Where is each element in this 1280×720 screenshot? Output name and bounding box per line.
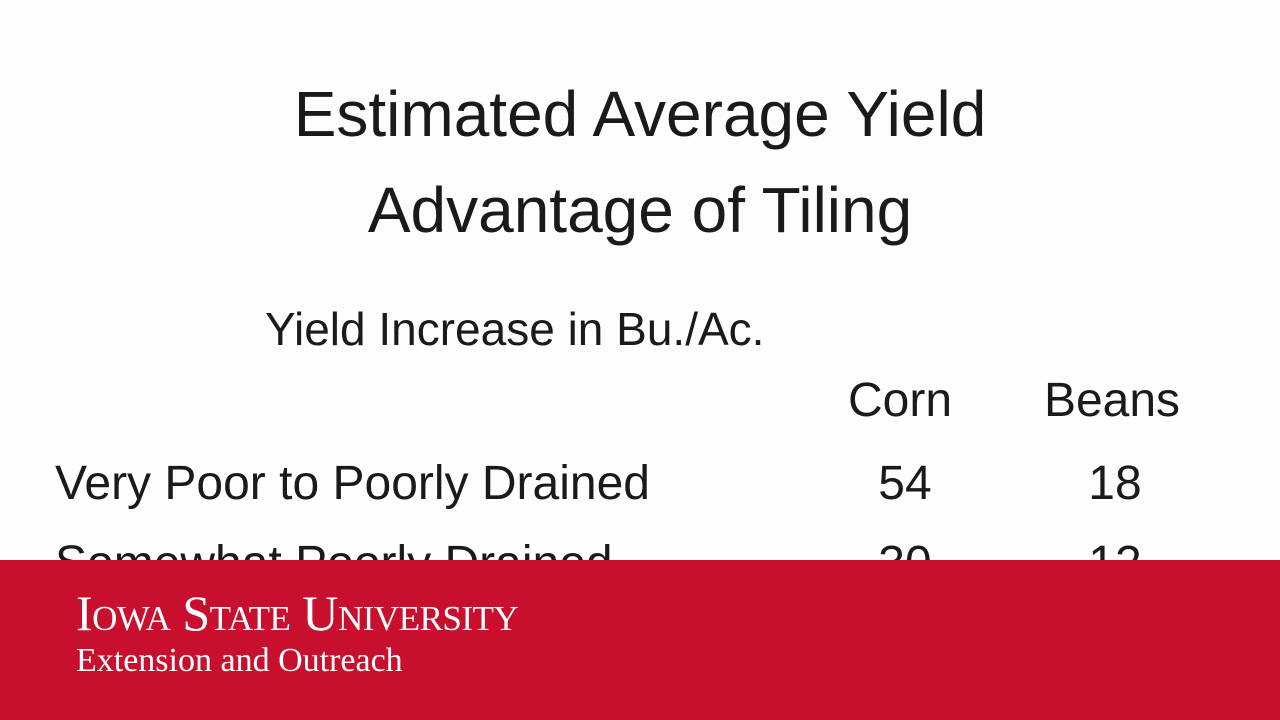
university-name: Iowa State University xyxy=(76,585,519,641)
cell: 54 xyxy=(878,457,932,510)
subtitle: Yield Increase in Bu./Ac. xyxy=(265,303,765,355)
column-header: Beans xyxy=(1043,374,1181,427)
unit-name: Extension and Outreach xyxy=(76,642,403,679)
cell: 18 xyxy=(1088,457,1142,510)
row-label: Very Poor to Poorly Drained xyxy=(55,457,650,510)
banner: Iowa State University Extension and Outr… xyxy=(0,560,1280,720)
column-header: Corn xyxy=(847,374,953,427)
title-line: Estimated Average Yield xyxy=(293,78,987,150)
title-line: Advantage of Tiling xyxy=(367,174,913,246)
